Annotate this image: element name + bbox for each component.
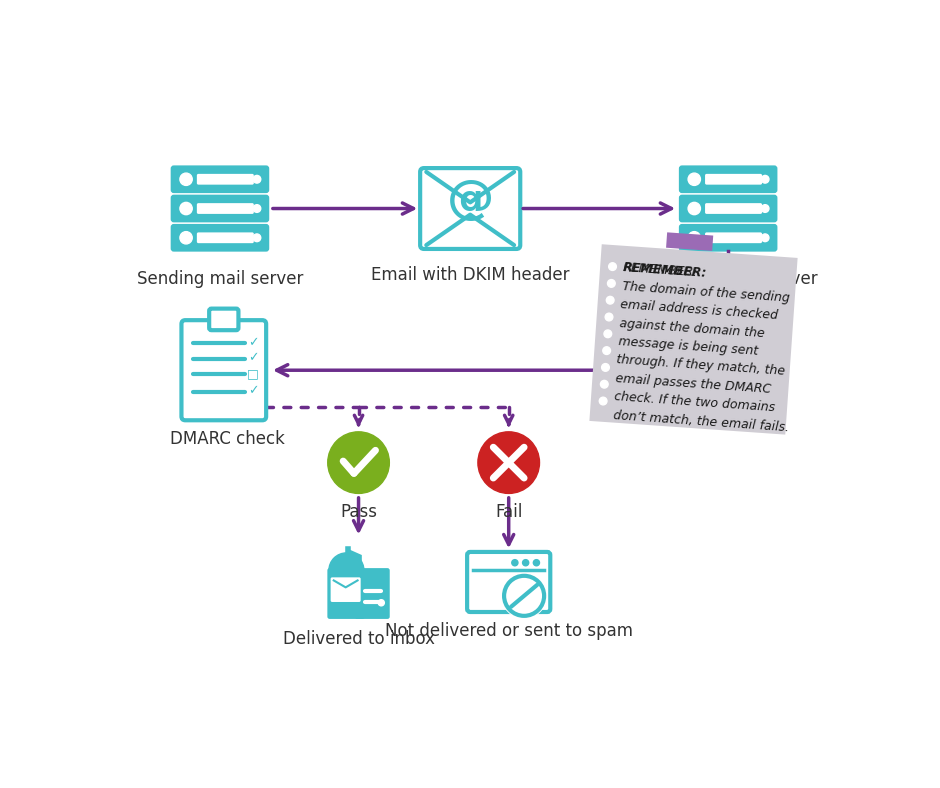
Circle shape: [378, 600, 384, 606]
Circle shape: [253, 205, 260, 213]
Text: Not delivered or sent to spam: Not delivered or sent to spam: [384, 622, 633, 640]
Circle shape: [253, 176, 260, 183]
FancyBboxPatch shape: [705, 174, 762, 184]
Circle shape: [180, 203, 192, 214]
Circle shape: [243, 176, 250, 183]
Circle shape: [243, 205, 250, 213]
FancyBboxPatch shape: [210, 309, 239, 330]
Circle shape: [231, 176, 239, 183]
Text: ✓: ✓: [248, 385, 259, 397]
Circle shape: [231, 205, 239, 213]
Circle shape: [231, 234, 239, 242]
Circle shape: [523, 559, 528, 566]
FancyBboxPatch shape: [331, 578, 361, 602]
Wedge shape: [328, 552, 365, 571]
FancyBboxPatch shape: [679, 195, 777, 222]
FancyBboxPatch shape: [196, 174, 254, 184]
Circle shape: [604, 330, 612, 338]
FancyBboxPatch shape: [196, 232, 254, 243]
Text: Email with DKIM header: Email with DKIM header: [371, 266, 570, 284]
FancyBboxPatch shape: [420, 168, 520, 249]
Text: Receiving mail server: Receiving mail server: [638, 270, 818, 288]
Text: Pass: Pass: [340, 503, 377, 521]
Circle shape: [253, 234, 260, 242]
FancyBboxPatch shape: [467, 552, 550, 612]
Text: Delivered to inbox: Delivered to inbox: [283, 630, 434, 648]
Circle shape: [329, 553, 364, 588]
Text: @: @: [446, 178, 494, 223]
Circle shape: [243, 234, 250, 242]
Circle shape: [180, 232, 192, 244]
FancyBboxPatch shape: [705, 203, 762, 214]
Circle shape: [609, 262, 617, 270]
Circle shape: [605, 313, 613, 321]
FancyBboxPatch shape: [171, 224, 269, 251]
Circle shape: [688, 173, 700, 185]
Circle shape: [688, 203, 700, 214]
Circle shape: [511, 559, 518, 566]
Circle shape: [601, 381, 608, 388]
FancyBboxPatch shape: [171, 165, 269, 193]
Circle shape: [740, 176, 747, 183]
Polygon shape: [666, 232, 713, 251]
FancyBboxPatch shape: [171, 195, 269, 222]
Circle shape: [180, 173, 192, 185]
Circle shape: [740, 205, 747, 213]
Circle shape: [740, 234, 747, 242]
Circle shape: [603, 347, 610, 355]
Circle shape: [750, 234, 759, 242]
Text: ✓: ✓: [248, 351, 259, 364]
Circle shape: [478, 432, 540, 493]
Polygon shape: [348, 549, 362, 566]
Circle shape: [750, 205, 759, 213]
Text: □: □: [247, 366, 258, 380]
Circle shape: [504, 576, 544, 616]
Circle shape: [761, 234, 769, 242]
Text: ✓: ✓: [248, 336, 259, 349]
FancyBboxPatch shape: [354, 568, 390, 619]
FancyBboxPatch shape: [679, 224, 777, 251]
FancyBboxPatch shape: [705, 232, 762, 243]
Text: REMEMBER:: REMEMBER:: [623, 261, 708, 280]
Text: DMARC check: DMARC check: [170, 430, 285, 448]
FancyBboxPatch shape: [196, 203, 254, 214]
Circle shape: [606, 296, 614, 304]
Circle shape: [533, 559, 540, 566]
Circle shape: [328, 432, 389, 493]
FancyBboxPatch shape: [181, 320, 266, 420]
Text: REMEMBER:
The domain of the sending
email address is checked
against the domain : REMEMBER: The domain of the sending emai…: [613, 261, 799, 434]
Circle shape: [750, 176, 759, 183]
Polygon shape: [589, 244, 798, 435]
Circle shape: [602, 363, 609, 371]
FancyBboxPatch shape: [679, 165, 777, 193]
Circle shape: [761, 176, 769, 183]
Circle shape: [607, 280, 615, 288]
FancyBboxPatch shape: [327, 568, 365, 619]
Circle shape: [761, 205, 769, 213]
Text: Fail: Fail: [495, 503, 523, 521]
Circle shape: [688, 232, 700, 244]
Text: Sending mail server: Sending mail server: [136, 270, 303, 288]
Circle shape: [502, 574, 546, 618]
Circle shape: [600, 397, 607, 405]
